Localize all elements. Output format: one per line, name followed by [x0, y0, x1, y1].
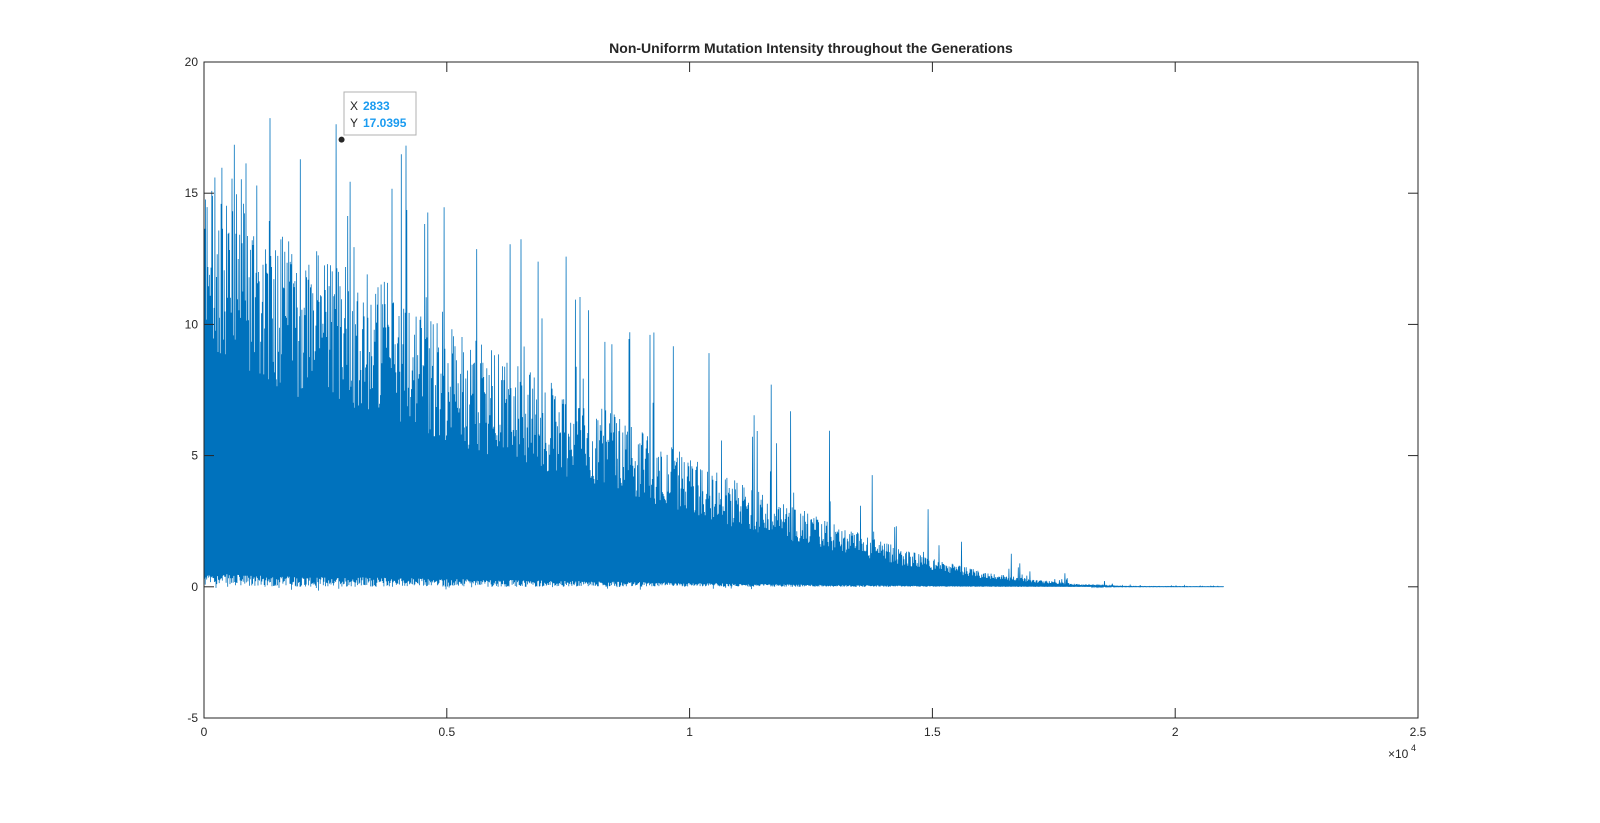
series-layer: [204, 118, 1224, 591]
x-tick-label: 1: [686, 725, 693, 739]
y-tick-label: 15: [185, 186, 199, 200]
datatip-y-key: Y: [350, 116, 358, 130]
datatip-x-key: X: [350, 99, 358, 113]
y-tick-label: 5: [191, 449, 198, 463]
axes-box: [203, 61, 1419, 719]
x-tick-label: 1.5: [924, 725, 941, 739]
datatip-y-value: 17.0395: [363, 116, 407, 130]
datatip[interactable]: X 2833 Y 17.0395: [338, 91, 417, 143]
y-tick-label: 0: [191, 580, 198, 594]
x-exponent-label: ×10 4: [1388, 743, 1416, 761]
datatip-x-value: 2833: [363, 99, 390, 113]
x-tick-label: 2.5: [1410, 725, 1427, 739]
datatip-marker: [338, 136, 345, 143]
y-tick-label: 20: [185, 55, 199, 69]
y-tick-label: -5: [187, 711, 198, 725]
x-exponent-base: ×10: [1388, 747, 1409, 761]
x-exponent-power: 4: [1411, 743, 1416, 753]
datatip-box: [343, 91, 417, 136]
x-tick-label: 0.5: [438, 725, 455, 739]
y-tick-label: 10: [185, 317, 199, 331]
x-tick-label: 0: [201, 725, 208, 739]
x-tick-label: 2: [1172, 725, 1179, 739]
chart-title: Non-Uniforrm Mutation Intensity througho…: [609, 40, 1013, 56]
series-line: [204, 118, 1224, 591]
